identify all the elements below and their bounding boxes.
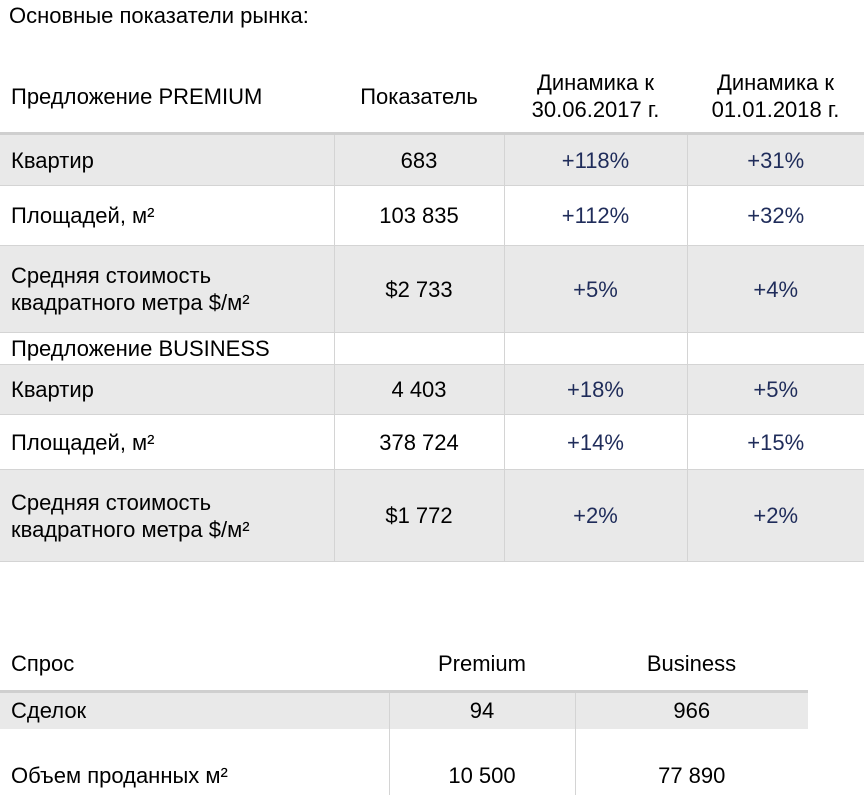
- table-row: Сделок 94 966: [0, 690, 808, 729]
- header-premium-supply: Предложение PREMIUM: [11, 83, 263, 109]
- header-indicator: Показатель: [360, 83, 478, 109]
- table-row: Квартир 4 403 +18% +5%: [0, 364, 864, 415]
- row-business-value: 77 890: [574, 728, 808, 795]
- header-dynamics-2017: Динамика к 30.06.2017 г.: [531, 70, 660, 122]
- row-dynamics-2018: +2%: [686, 469, 864, 562]
- row-dynamics-2018: +15%: [686, 414, 864, 470]
- row-value: $1 772: [333, 469, 504, 562]
- row-label: Объем проданных м²: [11, 762, 228, 788]
- row-label: Сделок: [0, 690, 389, 729]
- row-label: Площадей, м²: [0, 414, 334, 470]
- row-value: $2 733: [333, 245, 504, 333]
- row-dynamics-2018: +4%: [686, 245, 864, 333]
- row-dynamics-2017: +5%: [503, 245, 687, 333]
- page-title: Основные показатели рынка:: [9, 3, 309, 28]
- empty-cell: [686, 332, 864, 365]
- table-row: Площадей, м² 103 835 +112% +32%: [0, 185, 864, 246]
- table-row: Площадей, м² 378 724 +14% +15%: [0, 414, 864, 470]
- row-value: 103 835: [333, 185, 504, 246]
- row-dynamics-2017: +112%: [503, 185, 687, 246]
- row-value: 4 403: [333, 364, 504, 415]
- row-label: Квартир: [0, 364, 334, 415]
- row-premium-value: 94: [388, 690, 575, 729]
- header-business: Business: [646, 650, 737, 676]
- row-value: 683: [333, 132, 504, 186]
- supply-table: Предложение PREMIUM Показатель Динамика …: [0, 60, 864, 562]
- row-dynamics-2017: +2%: [503, 469, 687, 562]
- header-dynamics-2018: Динамика к 01.01.2018 г.: [711, 70, 840, 122]
- table-row: Средняя стоимость квадратного метра $/м²…: [0, 245, 864, 333]
- supply-header-row: Предложение PREMIUM Показатель Динамика …: [0, 60, 864, 134]
- table-row: Квартир 683 +118% +31%: [0, 132, 864, 186]
- demand-table: Спрос Premium Business Сделок 94 966 Объ…: [0, 636, 808, 795]
- row-dynamics-2017: +18%: [503, 364, 687, 415]
- empty-cell: [503, 332, 687, 365]
- row-dynamics-2017: +118%: [503, 132, 687, 186]
- empty-cell: [333, 332, 504, 365]
- header-demand: Спрос: [11, 650, 75, 676]
- row-business-value: 966: [574, 690, 808, 729]
- row-dynamics-2018: +5%: [686, 364, 864, 415]
- row-value: 378 724: [333, 414, 504, 470]
- row-premium-value: 10 500: [388, 728, 575, 795]
- row-label: Средняя стоимость квадратного метра $/м²: [0, 469, 334, 562]
- row-label: Средняя стоимость квадратного метра $/м²: [0, 245, 334, 333]
- header-premium: Premium: [437, 650, 526, 676]
- table-row: Объем проданных м² 10 500 77 890: [0, 728, 808, 795]
- row-label: Квартир: [0, 132, 334, 186]
- row-dynamics-2018: +31%: [686, 132, 864, 186]
- business-section-row: Предложение BUSINESS: [0, 332, 864, 365]
- demand-header-row: Спрос Premium Business: [0, 636, 808, 692]
- row-label: Площадей, м²: [0, 185, 334, 246]
- business-section-label: Предложение BUSINESS: [0, 332, 334, 365]
- row-dynamics-2018: +32%: [686, 185, 864, 246]
- table-row: Средняя стоимость квадратного метра $/м²…: [0, 469, 864, 562]
- row-dynamics-2017: +14%: [503, 414, 687, 470]
